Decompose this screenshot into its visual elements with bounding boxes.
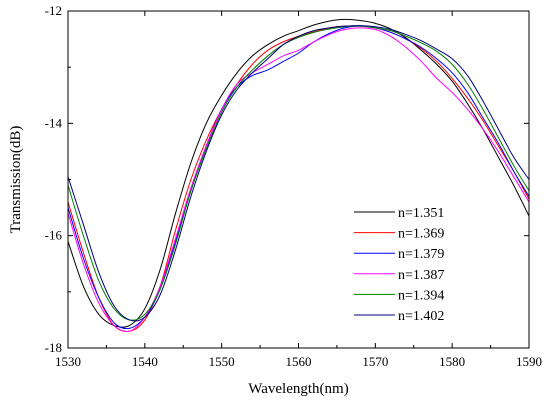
ticks-layer: 1530 1540 1550 1560 1570 1580 1590 -18 -16 -14 -12 bbox=[45, 3, 542, 369]
y-tick-label: -14 bbox=[45, 115, 63, 130]
y-tick-label: -18 bbox=[45, 340, 62, 355]
x-tick-label: 1560 bbox=[286, 354, 312, 369]
x-tick-label: 1580 bbox=[439, 354, 465, 369]
legend: n=1.351 n=1.369 n=1.379 n=1.387 n=1.394 n=1.4… bbox=[354, 206, 444, 324]
legend-label: n=1.387 bbox=[398, 268, 444, 283]
series-layer bbox=[67, 18, 530, 333]
x-tick-label: 1570 bbox=[362, 354, 388, 369]
series-line bbox=[67, 25, 530, 321]
legend-label: n=1.351 bbox=[398, 206, 444, 221]
legend-label: n=1.394 bbox=[398, 288, 444, 303]
y-tick-label: -12 bbox=[45, 3, 62, 18]
series-line bbox=[67, 25, 530, 322]
legend-label: n=1.379 bbox=[398, 247, 444, 262]
y-tick-label: -16 bbox=[45, 228, 63, 243]
legend-label: n=1.369 bbox=[398, 227, 444, 242]
x-tick-label: 1550 bbox=[209, 354, 235, 369]
x-tick-label: 1530 bbox=[55, 354, 81, 369]
x-tick-label: 1590 bbox=[516, 354, 542, 369]
x-tick-label: 1540 bbox=[132, 354, 158, 369]
y-axis-label: Transmission(dB) bbox=[8, 126, 24, 234]
series-line bbox=[67, 18, 530, 328]
x-axis-label: Wavelength(nm) bbox=[248, 381, 348, 397]
legend-label: n=1.402 bbox=[398, 309, 444, 324]
